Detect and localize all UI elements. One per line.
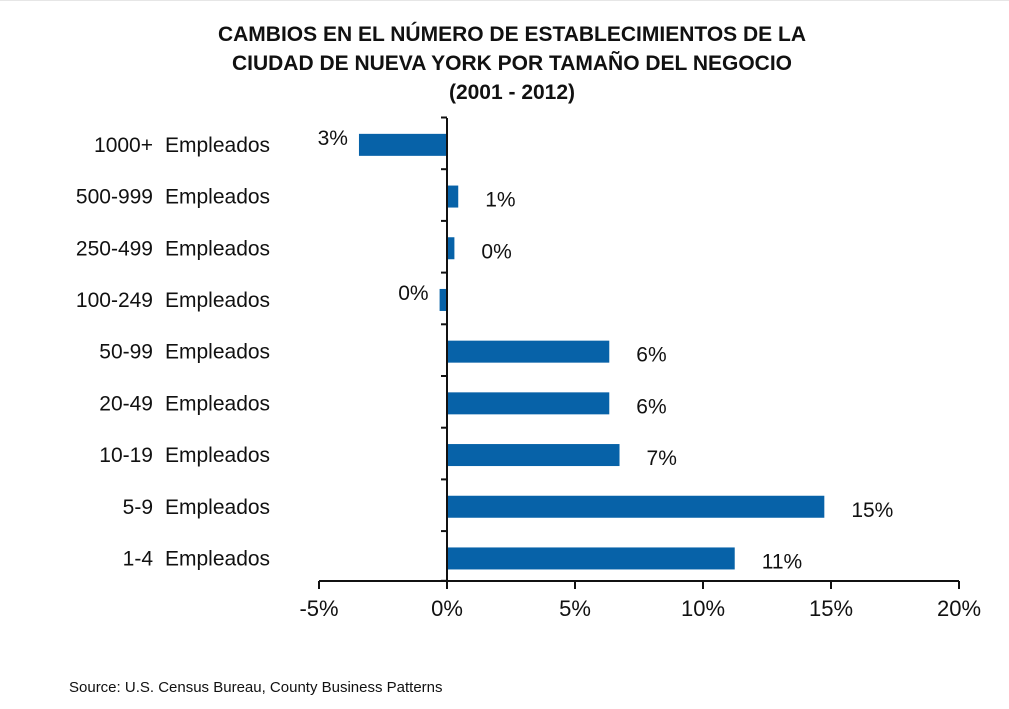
title-line-2: CIUDAD DE NUEVA YORK POR TAMAÑO DEL NEGO…: [231, 52, 793, 75]
bar: [448, 547, 735, 570]
bar: [448, 237, 455, 260]
category-unit-label: Empleados: [165, 186, 270, 209]
category-unit-label: Empleados: [165, 547, 270, 570]
category-size-label: 1000+: [94, 134, 153, 157]
category-unit-label: Empleados: [165, 289, 270, 312]
category-size-label: 50-99: [99, 341, 153, 364]
category-unit-label: Empleados: [165, 392, 270, 415]
bar: [448, 495, 825, 518]
data-label: 6%: [636, 395, 666, 418]
category-unit-label: Empleados: [165, 237, 270, 260]
category-size-label: 1-4: [123, 547, 154, 570]
category-unit-label: Empleados: [165, 134, 270, 157]
title-line-3: (2001 - 2012): [448, 81, 576, 104]
source-note: Source: U.S. Census Bureau, County Busin…: [69, 679, 443, 696]
bar: [439, 288, 446, 311]
category-size-label: 500-999: [76, 186, 153, 209]
top-border-line: [0, 0, 1009, 1]
category-size-label: 100-249: [76, 289, 153, 312]
category-unit-label: Empleados: [165, 444, 270, 467]
x-tick-label: 10%: [681, 596, 725, 621]
data-label: 0%: [398, 282, 428, 305]
bar: [448, 340, 610, 363]
chart-title: CAMBIOS EN EL NÚMERO DE ESTABLECIMIENTOS…: [0, 20, 1009, 107]
data-label: 1%: [485, 189, 515, 212]
bar: [358, 133, 446, 156]
category-unit-label: Empleados: [165, 341, 270, 364]
x-tick-label: 15%: [809, 596, 853, 621]
data-label: 7%: [647, 447, 677, 470]
bar: [448, 392, 610, 415]
data-label: 15%: [851, 499, 893, 522]
category-size-label: 20-49: [99, 392, 153, 415]
data-label: 6%: [636, 344, 666, 367]
category-size-label: 5-9: [123, 496, 153, 519]
x-tick-label: 0%: [431, 596, 463, 621]
bar-chart: -5% 0% 5% 10% 15% 20% 1000+ Empleados 3% 500-999 E…: [76, 116, 981, 621]
title-line-1: CAMBIOS EN EL NÚMERO DE ESTABLECIMIENTOS…: [217, 23, 807, 46]
bar: [448, 444, 620, 467]
data-label: 11%: [762, 550, 802, 573]
bar: [448, 185, 459, 208]
category-size-label: 250-499: [76, 237, 153, 260]
x-tick-label: -5%: [299, 596, 338, 621]
category-size-label: 10-19: [99, 444, 153, 467]
data-label: 3%: [318, 127, 348, 150]
data-label: 0%: [481, 240, 511, 263]
x-tick-label: 5%: [559, 596, 591, 621]
x-tick-label: 20%: [937, 596, 981, 621]
category-unit-label: Empleados: [165, 496, 270, 519]
